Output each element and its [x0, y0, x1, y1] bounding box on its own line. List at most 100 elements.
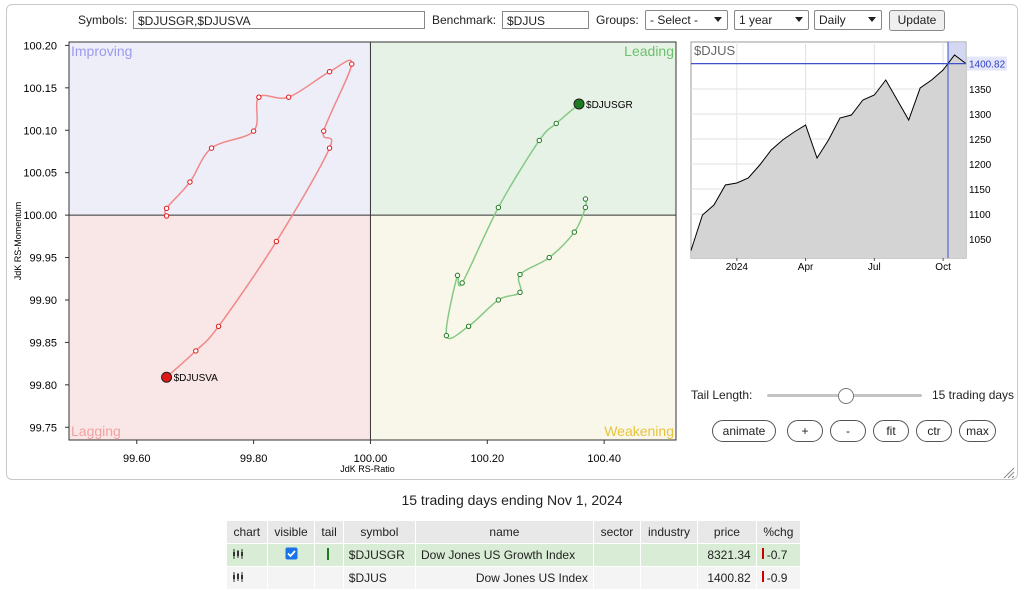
frequency-select[interactable]: Daily [814, 10, 882, 30]
charts: Improving Leading Lagging Weakening 99.60 99.… [13, 40, 1015, 479]
change-value: -0.9 [766, 571, 788, 585]
tail-color [327, 547, 330, 560]
benchmark-label: Benchmark: [432, 13, 497, 27]
tail-point [582, 196, 589, 202]
column-header: %chg [755, 520, 802, 544]
y-tick-label: 99.95 [29, 253, 57, 265]
symbols-input[interactable]: $DJUSGR,$DJUSVA [133, 11, 425, 29]
tail-point [582, 204, 589, 211]
plot-frame [68, 41, 677, 441]
name-cell: Dow Jones US Index [415, 566, 594, 590]
last-price-box [967, 56, 1007, 71]
chart-icon[interactable] [226, 566, 268, 590]
column-header: chart [226, 520, 268, 544]
fit-button[interactable]: fit [873, 420, 909, 442]
tail-point [163, 213, 170, 219]
change-cell: -0.7 [755, 543, 802, 567]
tail-cell [314, 566, 344, 590]
tail-point [285, 94, 292, 100]
tail-point [187, 179, 193, 185]
checkbox [285, 547, 297, 560]
column-header: name [415, 520, 594, 544]
benchmark-input[interactable]: $DJUS [502, 11, 589, 29]
y-tick-label: 99.75 [29, 422, 57, 434]
price-chart-title: $DJUS [694, 43, 736, 58]
x-tick-label: 100.00 [354, 453, 388, 465]
quadrant-label: Improving [71, 43, 132, 59]
change-value: -0.7 [766, 548, 788, 562]
tail-point [571, 229, 578, 235]
tail-point [517, 271, 523, 278]
tail-point [215, 323, 222, 329]
y-tick-label: 100.20 [23, 40, 57, 52]
column-header: price [697, 520, 757, 544]
tail-point [454, 272, 461, 279]
x-tick-label: 99.60 [123, 453, 151, 465]
name-cell: Dow Jones US Growth Index [415, 543, 594, 567]
head-point [573, 98, 585, 110]
table-row[interactable]: $DJUS Dow Jones US Index 1400.82 -0.9 [226, 566, 802, 590]
tail-point [208, 145, 215, 151]
groups-select[interactable]: - Select - [645, 10, 728, 30]
quadrant-leading [370, 42, 676, 216]
plus-button[interactable]: + [787, 420, 823, 442]
visible-cell [266, 566, 316, 590]
quadrant-label: Leading [624, 43, 674, 59]
quadrant-weakening [370, 215, 676, 440]
x-axis-title: JdK RS-Ratio [340, 464, 395, 474]
max-button[interactable]: max [959, 420, 996, 442]
sector-cell [592, 543, 641, 567]
tail-point [495, 204, 502, 211]
y-tick-label: 99.90 [29, 295, 57, 307]
industry-cell [639, 566, 699, 590]
table-row[interactable]: $DJUSGR Dow Jones US Growth Index 8321.3… [226, 543, 802, 567]
groups-label: Groups: [596, 13, 639, 27]
quadrant-improving [69, 42, 371, 216]
y-tick-label: 1050 [969, 235, 992, 246]
chart-icon[interactable] [226, 543, 268, 567]
period-select[interactable]: 1 year [734, 10, 809, 30]
ctr-button[interactable]: ctr [916, 420, 952, 442]
tail-point [443, 332, 450, 339]
caption: 15 trading days ending Nov 1, 2024 [401, 492, 623, 508]
animate-button[interactable]: animate [712, 420, 776, 442]
symbols-label: Symbols: [78, 13, 128, 27]
series-label: $DJUSGR [586, 100, 633, 111]
change-cell: -0.9 [755, 566, 802, 590]
symbol-table: chart visible tail symbol name sector in… [226, 520, 802, 590]
tail-point [465, 323, 472, 329]
price-line [690, 54, 967, 251]
column-header: visible [266, 520, 316, 544]
visible-checkbox[interactable] [266, 543, 316, 567]
last-price-label: 1400.82 [969, 60, 1006, 71]
tail-point [517, 289, 523, 296]
candle-icon [233, 571, 243, 582]
rrg-panel [6, 4, 1018, 480]
y-axis-title: JdK RS-Momentum [13, 202, 23, 281]
y-tick-label: 1200 [969, 160, 992, 171]
tail-point [163, 205, 170, 212]
y-tick-label: 100.10 [23, 125, 57, 137]
column-header: symbol [342, 520, 417, 544]
tail-point [273, 238, 280, 245]
tail-line [164, 59, 353, 378]
y-tick-label: 100.15 [23, 83, 57, 95]
minus-button[interactable]: - [830, 420, 866, 442]
column-header: industry [639, 520, 699, 544]
tail-point [321, 128, 327, 134]
page: Symbols: $DJUSGR,$DJUSVA Benchmark: $DJU… [6, 4, 1018, 590]
tail-swatch [314, 543, 344, 567]
update-button[interactable]: Update [889, 10, 945, 31]
y-tick-label: 100.00 [23, 210, 57, 222]
price-cell: 1400.82 [697, 566, 757, 590]
x-tick-label: 99.80 [240, 453, 268, 465]
tail-slider-knob[interactable] [838, 388, 854, 404]
tail-point [553, 120, 559, 127]
y-tick-label: 1350 [969, 85, 992, 96]
tail-point [256, 94, 262, 100]
y-tick-label: 100.05 [23, 168, 57, 180]
tail-point [326, 69, 333, 75]
column-header: sector [592, 520, 641, 544]
x-tick-label: 2024 [726, 262, 749, 273]
x-tick-label: Jul [868, 262, 881, 273]
